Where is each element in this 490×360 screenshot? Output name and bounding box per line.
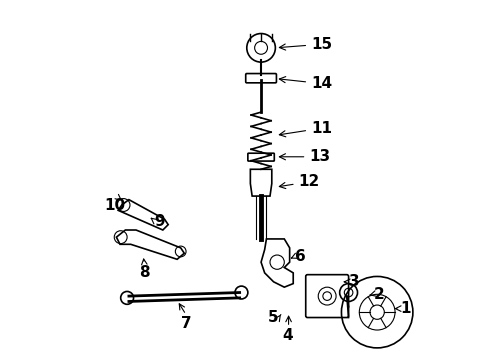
Text: 9: 9 <box>154 213 165 229</box>
Text: 5: 5 <box>268 310 278 325</box>
Text: 8: 8 <box>139 265 149 280</box>
Text: 6: 6 <box>295 249 306 264</box>
Text: 11: 11 <box>279 121 332 137</box>
Text: 15: 15 <box>279 37 332 52</box>
Text: 12: 12 <box>279 174 320 189</box>
Text: 14: 14 <box>279 76 332 91</box>
Text: 13: 13 <box>279 149 330 164</box>
Text: 7: 7 <box>181 316 192 331</box>
Text: 3: 3 <box>348 274 359 289</box>
Text: 4: 4 <box>283 328 293 343</box>
Text: 1: 1 <box>400 301 411 316</box>
Text: 10: 10 <box>104 198 125 213</box>
Text: 2: 2 <box>373 287 384 302</box>
